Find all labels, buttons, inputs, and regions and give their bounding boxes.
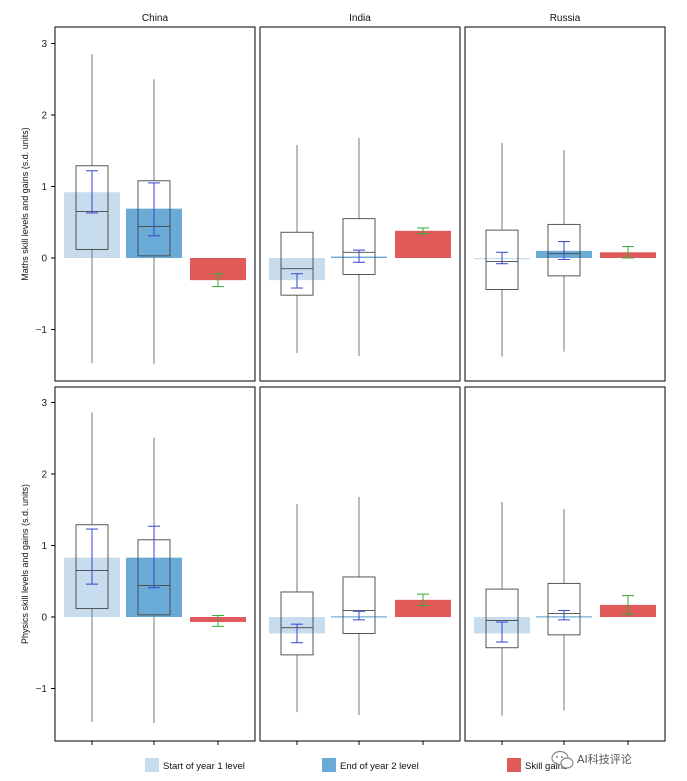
- ci-end: [558, 241, 570, 260]
- legend-item-end: End of year 2 level: [322, 758, 419, 772]
- y-tick-label: 3: [41, 39, 47, 50]
- panel-russia-row1: [464, 26, 666, 382]
- box-start: [485, 229, 519, 290]
- ci-start: [291, 623, 303, 644]
- ci-start: [291, 273, 303, 289]
- panel-russia-row2: [464, 386, 666, 742]
- y-tick-label: 1: [41, 182, 47, 193]
- legend-swatch: [322, 758, 336, 772]
- y-tick-label: −1: [36, 325, 48, 336]
- panel-frame: [54, 26, 256, 382]
- watermark: AI科技评论: [551, 750, 632, 769]
- ci-start: [86, 528, 98, 585]
- box-start: [280, 591, 314, 656]
- ci-start: [496, 621, 508, 643]
- legend-item-start: Start of year 1 level: [145, 758, 245, 772]
- column-title-china: China: [142, 13, 169, 24]
- y-tick-label: 3: [41, 398, 47, 409]
- box-end: [547, 582, 581, 636]
- panels: [54, 26, 666, 742]
- panel-china-row2: [54, 386, 256, 742]
- y-axes: 3 2 1 0 −1 Maths skill levels and gains (s.d.…: [20, 39, 629, 745]
- y-axis-row1: 3 2 1 0 −1 Maths skill levels and gains (s.d.…: [20, 39, 55, 336]
- legend-item-gain: Skill gains: [507, 758, 568, 772]
- y-tick-label: 0: [41, 613, 47, 624]
- legend-swatch: [145, 758, 159, 772]
- panel-india-row2: [259, 386, 461, 742]
- y-axis-label: Maths skill levels and gains (s.d. units…: [20, 127, 30, 281]
- y-axis-label: Physics skill levels and gains (s.d. uni…: [20, 484, 30, 644]
- ci-gain: [622, 246, 634, 259]
- legend: Start of year 1 level End of year 2 level…: [145, 758, 568, 772]
- column-title-russia: Russia: [550, 13, 581, 24]
- x-ticks: [91, 741, 629, 745]
- box-end: [342, 218, 376, 275]
- ci-end: [148, 525, 160, 589]
- ci-start: [86, 170, 98, 214]
- column-title-india: India: [349, 13, 371, 24]
- y-tick-label: 1: [41, 541, 47, 552]
- panel-frame: [54, 386, 256, 742]
- box-end: [137, 180, 171, 257]
- panel-frame: [464, 26, 666, 382]
- y-tick-label: −1: [36, 684, 48, 695]
- ci-start: [496, 251, 508, 265]
- ci-gain: [212, 615, 224, 627]
- watermark-text: AI科技评论: [577, 752, 632, 766]
- panel-india-row1: [259, 26, 461, 382]
- ci-end: [353, 249, 365, 263]
- ci-gain: [417, 593, 429, 607]
- panel-china-row1: [54, 26, 256, 382]
- ci-gain: [417, 227, 429, 235]
- wechat-icon: [551, 750, 574, 769]
- y-tick-label: 2: [41, 111, 47, 122]
- bar-gain: [190, 258, 246, 281]
- y-axis-row2: 3 2 1 0 −1 Physics skill levels and gains (s.…: [20, 398, 55, 695]
- ci-end: [558, 610, 570, 621]
- legend-swatch: [507, 758, 521, 772]
- ci-end: [353, 610, 365, 621]
- ci-gain: [622, 595, 634, 615]
- box-start: [75, 524, 109, 609]
- box-end: [342, 576, 376, 634]
- y-tick-label: 0: [41, 254, 47, 265]
- y-tick-label: 2: [41, 470, 47, 481]
- panel-frame: [259, 26, 461, 382]
- legend-label: Skill gains: [525, 761, 568, 772]
- bar-gain: [395, 599, 451, 617]
- legend-label: Start of year 1 level: [163, 761, 245, 772]
- panel-frame: [259, 386, 461, 742]
- column-titles: China India Russia: [142, 13, 581, 24]
- legend-label: End of year 2 level: [340, 761, 419, 772]
- box-start: [75, 165, 109, 250]
- ci-gain: [212, 273, 224, 288]
- box-start: [485, 588, 519, 649]
- ci-end: [148, 182, 160, 237]
- panel-frame: [464, 386, 666, 742]
- box-start: [280, 231, 314, 296]
- bar-gain: [395, 230, 451, 258]
- box-end: [547, 223, 581, 277]
